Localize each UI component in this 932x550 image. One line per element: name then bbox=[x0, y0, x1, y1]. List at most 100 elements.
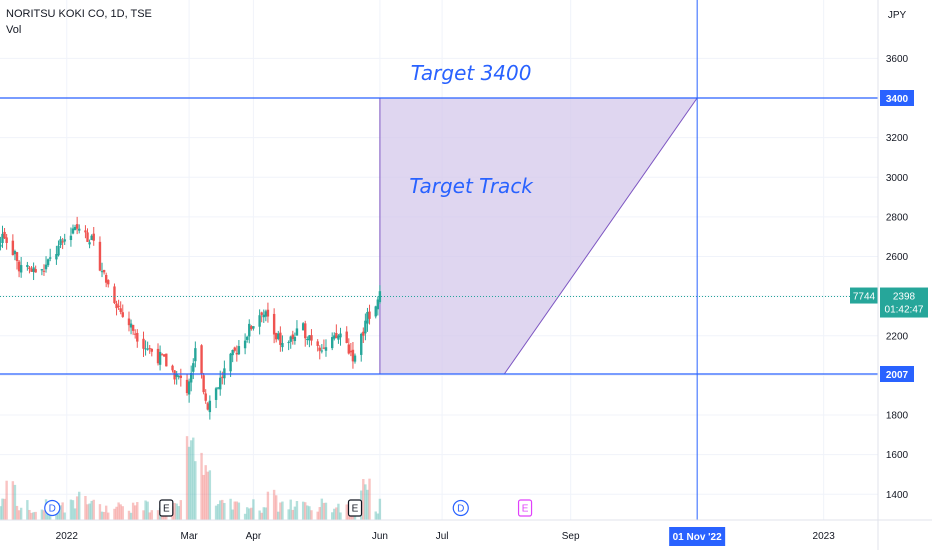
candle-body bbox=[322, 347, 326, 349]
target-zone[interactable] bbox=[379, 97, 699, 375]
candle-body bbox=[318, 347, 321, 351]
candle-body bbox=[345, 331, 348, 344]
candle-body bbox=[339, 333, 342, 338]
volume-bar bbox=[86, 504, 89, 520]
candle-body bbox=[287, 342, 290, 344]
event-marker-earnings-future[interactable]: E bbox=[517, 499, 533, 517]
dividend-icon bbox=[452, 499, 469, 517]
volume-bar bbox=[92, 499, 95, 520]
candle-body bbox=[277, 333, 280, 339]
candle-body bbox=[293, 336, 297, 342]
candle-body bbox=[250, 326, 253, 330]
time-tick-label: Jun bbox=[372, 531, 388, 542]
event-marker-earnings[interactable]: E bbox=[159, 499, 174, 517]
candle-body bbox=[279, 332, 282, 345]
candle-body bbox=[216, 387, 220, 389]
price-axis[interactable]: JPY1400160018002000220024002600280030003… bbox=[850, 0, 932, 550]
volume-bar bbox=[17, 510, 21, 520]
volume-bar bbox=[19, 507, 23, 520]
event-marker-label: D bbox=[457, 504, 464, 515]
volume-bar bbox=[30, 512, 33, 520]
candle-body bbox=[102, 269, 106, 273]
candle-body bbox=[119, 308, 122, 312]
volume-bar bbox=[331, 512, 334, 520]
level-price-badge[interactable] bbox=[880, 366, 914, 382]
volume-bar bbox=[277, 511, 280, 520]
event-markers[interactable]: EDEEDE bbox=[0, 499, 533, 517]
price-tick-label: 1800 bbox=[886, 411, 909, 422]
candle-body bbox=[206, 403, 209, 410]
candle-body bbox=[69, 235, 73, 241]
level-price-badge[interactable] bbox=[880, 90, 914, 106]
target-track-polygon[interactable] bbox=[379, 97, 699, 375]
candle-body bbox=[13, 251, 17, 255]
volume-bar bbox=[46, 511, 50, 520]
earnings-icon bbox=[517, 499, 533, 517]
volume-bar bbox=[362, 479, 365, 520]
event-marker-dividend[interactable]: D bbox=[44, 499, 61, 517]
time-axis-background bbox=[0, 520, 932, 550]
candle-body bbox=[71, 228, 75, 234]
volume-bar bbox=[272, 489, 276, 520]
volume-bar bbox=[335, 507, 338, 520]
candle-body bbox=[264, 311, 268, 317]
candle-body bbox=[310, 335, 313, 341]
time-tick-label: Apr bbox=[246, 531, 262, 542]
candle-body bbox=[11, 240, 15, 256]
candle-body bbox=[301, 323, 305, 331]
volume-bar bbox=[248, 508, 251, 520]
annotation-text[interactable]: Target Track bbox=[409, 174, 534, 198]
volume-bar bbox=[5, 480, 8, 520]
volume-bar bbox=[90, 500, 93, 520]
candle-body bbox=[235, 353, 239, 355]
vertical-marker-badge[interactable] bbox=[669, 527, 726, 546]
candle-body bbox=[104, 274, 108, 283]
candle-body bbox=[353, 355, 357, 362]
horizontal-levels[interactable] bbox=[0, 97, 878, 375]
annotations[interactable]: Target 3400 Target Track bbox=[409, 61, 534, 198]
volume-bar bbox=[200, 452, 203, 520]
volume-bar bbox=[264, 507, 268, 520]
candle-body bbox=[337, 335, 340, 340]
event-marker-earnings[interactable]: E bbox=[347, 499, 363, 517]
currency-label: JPY bbox=[888, 10, 907, 21]
candle-body bbox=[175, 373, 178, 377]
candle-body bbox=[148, 348, 151, 350]
candle-body bbox=[378, 291, 382, 303]
price-tick-label: 2600 bbox=[886, 252, 909, 263]
candle-body bbox=[129, 323, 133, 328]
candle-body bbox=[26, 265, 29, 267]
volume-bar bbox=[61, 502, 64, 520]
candle-body bbox=[136, 332, 139, 342]
candle-body bbox=[177, 376, 180, 378]
volume-bar bbox=[146, 501, 149, 520]
candle-body bbox=[0, 244, 2, 247]
candle-body bbox=[275, 333, 278, 340]
price-tick-label: 3600 bbox=[886, 54, 909, 65]
volume-bar bbox=[177, 506, 180, 520]
candle-body bbox=[92, 233, 95, 241]
candle-body bbox=[61, 241, 64, 243]
volume-bar bbox=[0, 506, 2, 520]
candle-body bbox=[32, 267, 35, 272]
volume-indicator-label[interactable]: Vol bbox=[6, 24, 22, 36]
candle-body bbox=[291, 334, 295, 340]
volume-bar bbox=[28, 509, 31, 520]
volume-bar bbox=[127, 510, 131, 520]
candle-body bbox=[134, 333, 137, 335]
candle-body bbox=[204, 393, 207, 401]
candle-body bbox=[48, 257, 52, 259]
volume-bar bbox=[295, 501, 299, 520]
event-marker-dividend[interactable]: D bbox=[452, 499, 469, 517]
annotation-text[interactable]: Target 3400 bbox=[411, 61, 532, 85]
candle-body bbox=[233, 347, 236, 351]
volume-value-badge bbox=[850, 287, 878, 304]
volume-bar bbox=[310, 510, 313, 520]
candle-body bbox=[34, 269, 37, 273]
volume-bar bbox=[281, 501, 284, 520]
level-price-label: 2007 bbox=[886, 370, 909, 381]
volume-bar bbox=[266, 491, 270, 520]
candle-body bbox=[75, 224, 79, 229]
